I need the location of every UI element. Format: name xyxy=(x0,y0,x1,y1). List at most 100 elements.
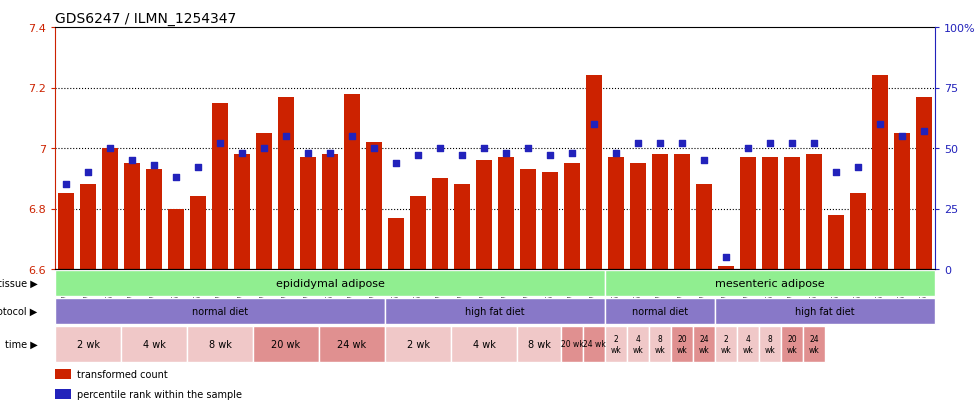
Bar xyxy=(58,194,74,269)
Text: 2
wk: 2 wk xyxy=(720,335,731,354)
Bar xyxy=(344,94,360,269)
Point xyxy=(807,140,822,147)
Point xyxy=(674,140,690,147)
Bar xyxy=(627,326,649,362)
Point xyxy=(542,152,558,159)
Bar xyxy=(916,97,932,269)
Bar xyxy=(762,158,778,269)
Text: 20
wk: 20 wk xyxy=(787,335,798,354)
Text: 4
wk: 4 wk xyxy=(743,335,754,354)
Text: 20 wk: 20 wk xyxy=(561,339,583,349)
Bar xyxy=(300,158,316,269)
Bar xyxy=(55,389,71,399)
Bar xyxy=(872,76,888,269)
Bar xyxy=(213,103,227,269)
Point xyxy=(58,182,74,188)
Bar xyxy=(564,164,580,269)
Point xyxy=(212,140,227,147)
Text: high fat diet: high fat diet xyxy=(466,306,525,316)
Bar xyxy=(322,155,338,269)
Text: tissue ▶: tissue ▶ xyxy=(0,278,37,288)
Point xyxy=(256,145,271,152)
Point xyxy=(498,150,514,157)
Bar xyxy=(674,155,690,269)
Point xyxy=(146,162,162,169)
Bar xyxy=(55,298,385,325)
Point xyxy=(454,152,469,159)
Bar xyxy=(102,149,118,269)
Bar xyxy=(583,326,605,362)
Text: high fat diet: high fat diet xyxy=(795,306,855,316)
Text: 8 wk: 8 wk xyxy=(209,339,231,349)
Bar xyxy=(605,270,935,297)
Point xyxy=(102,145,118,152)
Bar xyxy=(828,215,844,269)
Point xyxy=(630,140,646,147)
Point xyxy=(586,121,602,128)
Text: 8
wk: 8 wk xyxy=(764,335,775,354)
Bar xyxy=(187,326,253,362)
Bar xyxy=(169,209,183,269)
Bar xyxy=(278,97,294,269)
Text: 20
wk: 20 wk xyxy=(676,335,687,354)
Bar xyxy=(542,173,558,269)
Bar xyxy=(784,158,800,269)
Bar xyxy=(653,155,667,269)
Text: 8
wk: 8 wk xyxy=(655,335,665,354)
Bar xyxy=(411,197,425,269)
Text: 24
wk: 24 wk xyxy=(808,335,819,354)
Text: normal diet: normal diet xyxy=(632,306,688,316)
Bar xyxy=(697,185,711,269)
Bar xyxy=(253,326,319,362)
Bar xyxy=(759,326,781,362)
Bar xyxy=(234,155,250,269)
Point xyxy=(784,140,800,147)
Point xyxy=(828,169,844,176)
Bar xyxy=(715,326,737,362)
Bar xyxy=(630,164,646,269)
Bar xyxy=(718,266,734,269)
Point xyxy=(609,150,624,157)
Point xyxy=(740,145,756,152)
Point xyxy=(344,133,360,140)
Point xyxy=(652,140,667,147)
Bar xyxy=(80,185,96,269)
Text: 4
wk: 4 wk xyxy=(633,335,644,354)
Point xyxy=(124,157,140,164)
Bar xyxy=(605,298,715,325)
Bar xyxy=(388,218,404,269)
Point xyxy=(564,150,580,157)
Bar xyxy=(609,158,623,269)
Bar xyxy=(715,298,935,325)
Text: 2 wk: 2 wk xyxy=(407,339,429,349)
Point xyxy=(278,133,294,140)
Bar xyxy=(190,197,206,269)
Text: 24
wk: 24 wk xyxy=(699,335,710,354)
Bar xyxy=(319,326,385,362)
Bar xyxy=(737,326,759,362)
Bar xyxy=(385,298,605,325)
Point xyxy=(300,150,316,157)
Text: 20 wk: 20 wk xyxy=(271,339,301,349)
Text: transformed count: transformed count xyxy=(77,369,168,379)
Bar xyxy=(257,133,271,269)
Bar xyxy=(517,326,561,362)
Point xyxy=(916,128,932,135)
Bar xyxy=(605,326,627,362)
Bar xyxy=(55,326,121,362)
Bar xyxy=(451,326,517,362)
Point xyxy=(367,145,382,152)
Bar xyxy=(851,194,865,269)
Bar xyxy=(385,326,451,362)
Text: 24 wk: 24 wk xyxy=(583,339,606,349)
Bar xyxy=(520,170,536,269)
Bar xyxy=(807,155,821,269)
Point xyxy=(432,145,448,152)
Bar xyxy=(55,270,605,297)
Bar xyxy=(476,161,492,269)
Bar xyxy=(586,76,602,269)
Text: 8 wk: 8 wk xyxy=(527,339,551,349)
Point xyxy=(762,140,778,147)
Point xyxy=(388,160,404,166)
Bar xyxy=(124,164,140,269)
